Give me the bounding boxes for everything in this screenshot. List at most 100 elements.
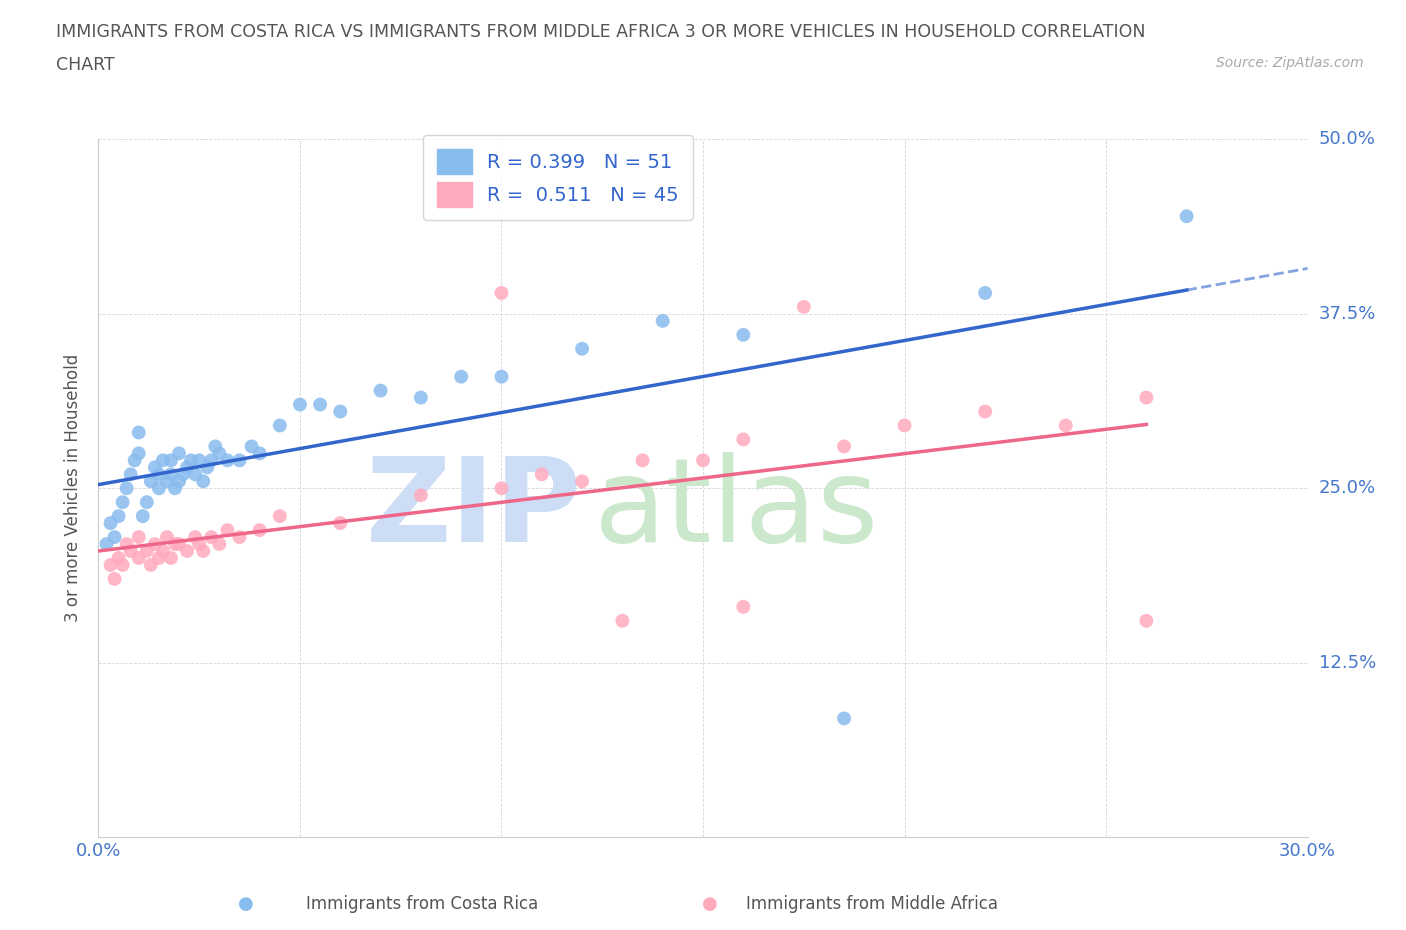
Point	[156, 530, 179, 545]
Point	[249, 523, 271, 538]
Point	[148, 467, 170, 482]
Text: CHART: CHART	[56, 56, 115, 73]
Point	[530, 467, 553, 482]
Point	[974, 404, 997, 418]
Point	[612, 614, 634, 629]
Point	[103, 530, 125, 545]
Point	[132, 509, 155, 524]
Point	[733, 600, 755, 615]
Point	[370, 383, 392, 398]
Point	[128, 551, 150, 565]
Y-axis label: 3 or more Vehicles in Household: 3 or more Vehicles in Household	[65, 354, 83, 622]
Point	[163, 537, 186, 551]
Point	[193, 474, 215, 489]
Text: 25.0%: 25.0%	[1319, 479, 1376, 498]
Point	[167, 474, 190, 489]
Point	[172, 467, 194, 482]
Point	[204, 439, 226, 454]
Point	[100, 515, 122, 530]
Text: ZIP: ZIP	[366, 452, 582, 566]
Point	[288, 397, 311, 412]
Point	[1135, 391, 1157, 405]
Text: atlas: atlas	[595, 452, 880, 566]
Point	[103, 571, 125, 587]
Point	[269, 418, 291, 433]
Point	[631, 453, 654, 468]
Point	[188, 537, 211, 551]
Point	[176, 543, 198, 558]
Point	[974, 286, 997, 300]
Point	[100, 558, 122, 573]
Point	[128, 530, 150, 545]
Point	[450, 369, 472, 384]
Point	[651, 313, 673, 328]
Point	[107, 551, 129, 565]
Point	[409, 391, 432, 405]
Point	[148, 481, 170, 496]
Point	[180, 453, 202, 468]
Point	[143, 460, 166, 474]
Point	[160, 453, 183, 468]
Point	[195, 460, 218, 474]
Text: ●: ●	[702, 895, 718, 913]
Point	[167, 537, 190, 551]
Point	[329, 515, 352, 530]
Point	[269, 509, 291, 524]
Point	[733, 432, 755, 447]
Legend: R = 0.399   N = 51, R =  0.511   N = 45: R = 0.399 N = 51, R = 0.511 N = 45	[423, 135, 693, 220]
Point	[240, 439, 263, 454]
Point	[193, 543, 215, 558]
Point	[167, 445, 190, 460]
Point	[571, 341, 593, 356]
Point	[491, 369, 513, 384]
Point	[491, 286, 513, 300]
Point	[571, 474, 593, 489]
Point	[111, 495, 134, 510]
Text: Source: ZipAtlas.com: Source: ZipAtlas.com	[1216, 56, 1364, 70]
Point	[832, 711, 855, 725]
Text: Immigrants from Costa Rica: Immigrants from Costa Rica	[305, 895, 538, 913]
Point	[135, 543, 157, 558]
Text: 50.0%: 50.0%	[1319, 130, 1375, 149]
Point	[115, 537, 138, 551]
Point	[128, 425, 150, 440]
Point	[120, 543, 142, 558]
Point	[124, 453, 146, 468]
Point	[491, 481, 513, 496]
Point	[692, 453, 714, 468]
Point	[163, 481, 186, 496]
Point	[217, 453, 239, 468]
Point	[184, 530, 207, 545]
Point	[1054, 418, 1077, 433]
Point	[107, 509, 129, 524]
Text: ●: ●	[238, 895, 254, 913]
Point	[160, 551, 183, 565]
Point	[200, 530, 222, 545]
Text: 37.5%: 37.5%	[1319, 305, 1376, 323]
Point	[96, 537, 118, 551]
Point	[156, 474, 179, 489]
Point	[115, 481, 138, 496]
Point	[120, 467, 142, 482]
Point	[139, 474, 162, 489]
Point	[139, 558, 162, 573]
Point	[200, 453, 222, 468]
Point	[1175, 209, 1198, 224]
Point	[208, 537, 231, 551]
Point	[217, 523, 239, 538]
Point	[409, 488, 432, 503]
Point	[188, 453, 211, 468]
Point	[249, 445, 271, 460]
Point	[135, 495, 157, 510]
Point	[160, 467, 183, 482]
Point	[329, 404, 352, 418]
Point	[148, 551, 170, 565]
Point	[152, 453, 174, 468]
Point	[893, 418, 915, 433]
Point	[733, 327, 755, 342]
Point	[832, 439, 855, 454]
Text: 12.5%: 12.5%	[1319, 654, 1376, 671]
Point	[184, 467, 207, 482]
Point	[228, 453, 250, 468]
Point	[111, 558, 134, 573]
